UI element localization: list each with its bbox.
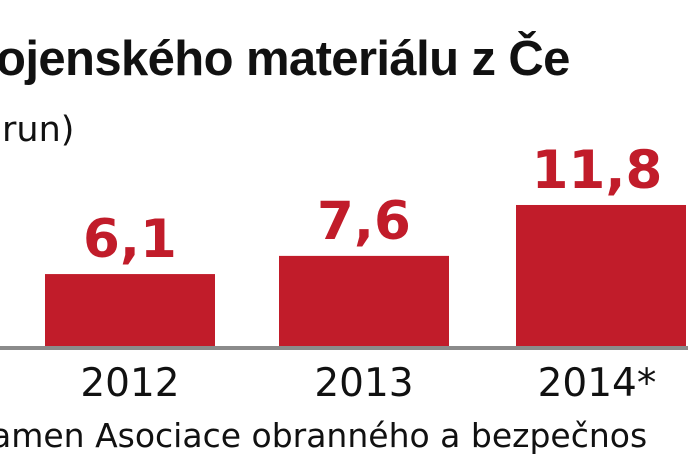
category-label-2013: 2013 [314,361,413,406]
category-labels-group: 2012 2013 2014* [80,361,656,406]
value-labels-group: 6,1 7,6 11,8 [83,140,662,270]
category-label-2012: 2012 [80,361,179,406]
source-note: amen Asociace obranného a bezpečnos [0,416,648,455]
category-label-2014: 2014* [538,361,657,406]
value-label-2012: 6,1 [83,209,177,270]
bar-2012 [45,274,215,348]
value-label-2013: 7,6 [317,191,411,252]
bar-2014 [516,204,686,348]
value-label-2014: 11,8 [532,140,663,201]
chart-title: ojenského materiálu z Če [0,32,570,86]
bars-group [45,204,686,348]
bar-2013 [279,255,449,348]
chart-subtitle: run) [2,110,75,150]
